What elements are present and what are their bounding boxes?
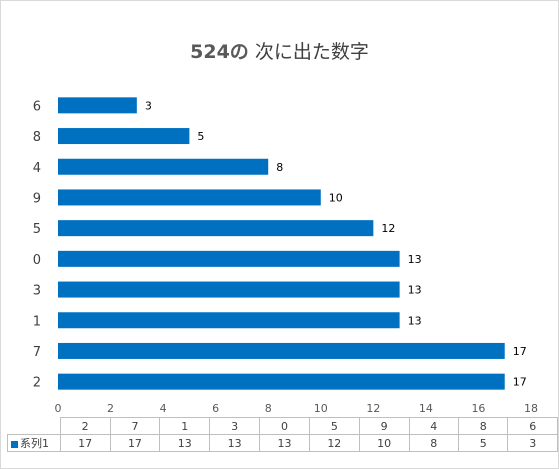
category-label-6: 6 xyxy=(33,99,41,114)
table-value-7: 17 xyxy=(109,434,161,452)
table-category-2: 2 xyxy=(59,417,111,435)
category-label-5: 5 xyxy=(33,222,41,237)
table-value-8: 5 xyxy=(458,434,509,452)
x-tick-label-10: 10 xyxy=(314,402,328,415)
x-tick-label-14: 14 xyxy=(419,402,433,415)
category-label-0: 0 xyxy=(33,253,41,268)
data-label-5: 12 xyxy=(381,222,395,235)
table-category-0: 0 xyxy=(259,417,310,435)
table-category-1: 1 xyxy=(159,417,211,435)
table-value-2: 17 xyxy=(59,434,111,452)
x-tick-label-16: 16 xyxy=(471,402,485,415)
data-label-1: 13 xyxy=(408,314,422,327)
data-label-2: 17 xyxy=(513,376,527,389)
table-corner-cell xyxy=(7,417,61,435)
category-label-4: 4 xyxy=(33,161,41,176)
chart-title-lead: 524の xyxy=(190,41,249,63)
category-label-7: 7 xyxy=(33,345,41,360)
data-label-9: 10 xyxy=(329,191,343,204)
table-category-5: 5 xyxy=(308,417,360,435)
bar-7 xyxy=(58,342,505,359)
data-label-8: 5 xyxy=(197,130,204,143)
data-label-7: 17 xyxy=(513,345,527,358)
bar-8 xyxy=(58,128,190,145)
table-series-cell: 系列1 xyxy=(7,434,61,452)
bar-0 xyxy=(58,250,400,267)
table-category-6: 6 xyxy=(507,417,558,435)
table-category-7: 7 xyxy=(109,417,161,435)
bar-6 xyxy=(58,97,137,114)
category-label-8: 8 xyxy=(33,130,41,145)
x-tick-label-8: 8 xyxy=(265,402,272,415)
table-value-0: 13 xyxy=(259,434,310,452)
table-series-row: 系列1 17 17 13 13 13 12 10 8 5 3 xyxy=(7,434,558,452)
table-series-name: 系列1 xyxy=(20,437,49,450)
table-value-9: 10 xyxy=(358,434,410,452)
table-value-4: 8 xyxy=(408,434,460,452)
table-value-1: 13 xyxy=(159,434,211,452)
bar-2 xyxy=(58,373,505,390)
x-tick-label-0: 0 xyxy=(55,402,62,415)
category-label-1: 1 xyxy=(33,314,41,329)
x-tick-label-2: 2 xyxy=(107,402,114,415)
table-value-5: 12 xyxy=(308,434,360,452)
category-label-2: 2 xyxy=(33,376,41,391)
table-category-9: 9 xyxy=(358,417,410,435)
table-category-8: 8 xyxy=(458,417,509,435)
bar-5 xyxy=(58,220,374,237)
data-label-4: 8 xyxy=(276,161,283,174)
x-tick-label-12: 12 xyxy=(366,402,380,415)
bar-9 xyxy=(58,189,321,206)
category-label-3: 3 xyxy=(33,284,41,299)
data-label-0: 13 xyxy=(408,253,422,266)
bar-1 xyxy=(58,312,400,329)
data-label-6: 3 xyxy=(145,99,152,112)
table-value-6: 3 xyxy=(507,434,558,452)
chart-title-rest: 次に出た数字 xyxy=(248,41,369,63)
data-label-3: 13 xyxy=(408,284,422,297)
bar-3 xyxy=(58,281,400,298)
series-swatch-icon xyxy=(11,440,18,448)
bar-4 xyxy=(58,158,269,175)
x-tick-label-6: 6 xyxy=(212,402,219,415)
table-category-4: 4 xyxy=(408,417,460,435)
x-tick-label-4: 4 xyxy=(160,402,167,415)
x-tick-label-18: 18 xyxy=(524,402,538,415)
table-category-3: 3 xyxy=(209,417,261,435)
category-label-9: 9 xyxy=(33,191,41,206)
table-value-3: 13 xyxy=(209,434,261,452)
chart-title: 524の 次に出た数字 xyxy=(1,37,558,64)
